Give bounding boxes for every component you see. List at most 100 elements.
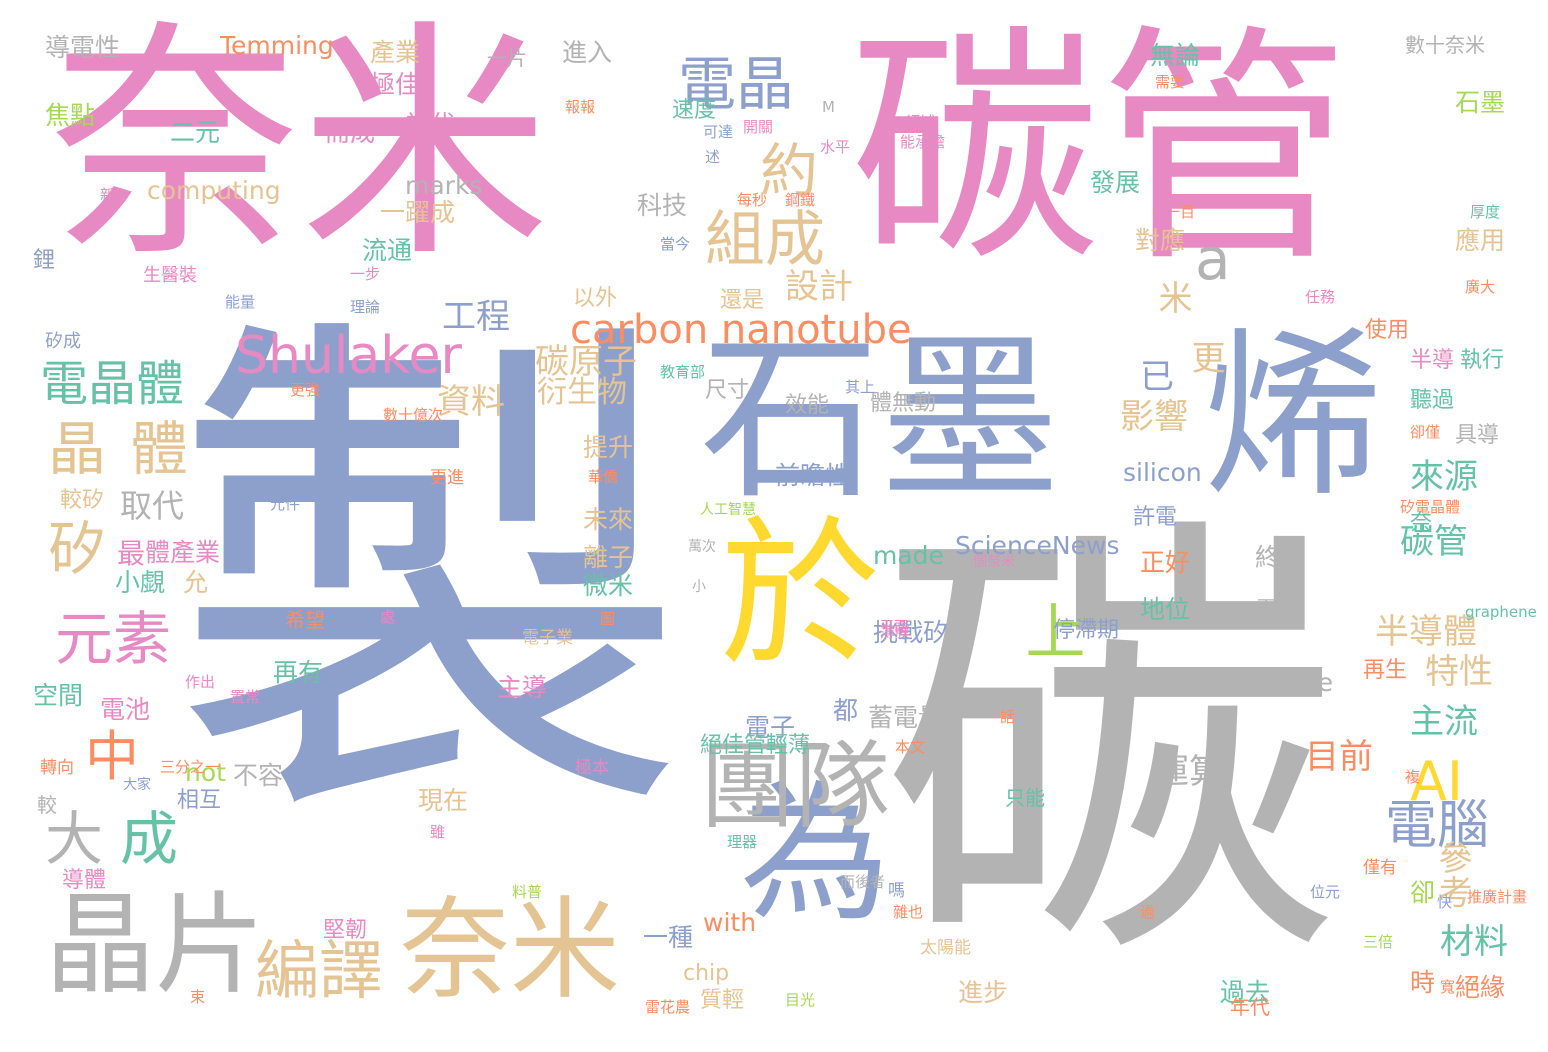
cloud-word: 尺寸 — [705, 378, 750, 403]
cloud-word: milestone — [1210, 668, 1333, 697]
cloud-word: 電腦 — [1385, 796, 1490, 856]
cloud-word: 半導體 — [1375, 612, 1477, 652]
cloud-word: 本文 — [895, 738, 926, 756]
cloud-word: 米 — [1152, 280, 1192, 315]
cloud-word: 過去 — [1220, 978, 1271, 1007]
cloud-word: 烯 — [1171, 320, 1380, 504]
cloud-word: 水平 — [820, 138, 851, 156]
cloud-word: 碳管 — [1400, 522, 1468, 562]
cloud-word: 每秒 — [737, 191, 768, 209]
cloud-word: 鋼鐵 — [785, 191, 816, 209]
cloud-word: 成 — [120, 805, 179, 873]
cloud-word: 奈 — [1410, 511, 1433, 536]
cloud-word: 未來 — [583, 505, 634, 534]
cloud-word: 速度 — [672, 98, 717, 123]
cloud-word: 電晶 — [678, 50, 795, 118]
cloud-word: 地位 — [1140, 595, 1191, 624]
cloud-word: 圖 — [600, 610, 616, 628]
cloud-word: 效能 — [785, 393, 830, 418]
cloud-word: 離子 — [583, 543, 634, 572]
cloud-word: 廣大 — [1465, 278, 1496, 296]
cloud-word: 作出 — [185, 673, 216, 691]
cloud-word: carbon nanotube — [570, 307, 912, 353]
cloud-word: 矽 — [48, 515, 107, 583]
cloud-word: 碳管 — [850, 4, 1350, 295]
cloud-word: 晶片 — [45, 881, 265, 1009]
cloud-word: 更進 — [430, 468, 464, 488]
cloud-word: 材料 — [1440, 922, 1508, 962]
cloud-word: 發展 — [1090, 168, 1141, 197]
cloud-word: 數十奈米 — [1405, 33, 1485, 57]
cloud-word: 於 — [720, 501, 881, 688]
cloud-word: 組成 — [705, 205, 825, 275]
cloud-word: 設計 — [785, 267, 853, 307]
cloud-word: 主流 — [1410, 702, 1478, 742]
cloud-word: 流通 — [362, 236, 413, 265]
cloud-word: 一片 — [487, 46, 527, 70]
cloud-word: 小 — [692, 579, 706, 595]
cloud-word: 絕緣 — [1455, 973, 1506, 1002]
cloud-word: 中 — [85, 725, 139, 788]
cloud-word: 卻 — [1410, 878, 1436, 907]
cloud-word: 任務 — [1305, 288, 1336, 306]
cloud-word: 再生 — [1363, 658, 1408, 683]
cloud-word: 電性 — [1255, 598, 1300, 623]
cloud-word: 推廣計畫 — [1467, 888, 1528, 906]
cloud-word: 奈米 — [50, 0, 550, 290]
cloud-word: 產業 — [370, 38, 421, 67]
cloud-word: 影響 — [1120, 397, 1188, 437]
cloud-word: 一躍成 — [380, 198, 456, 227]
cloud-word: 目光 — [785, 991, 816, 1009]
cloud-word: 能量 — [225, 293, 256, 311]
cloud-word: 位元 — [1310, 883, 1341, 901]
cloud-word: 寬 — [1440, 978, 1456, 996]
cloud-word: 話 — [1000, 708, 1016, 726]
cloud-word: 大 — [45, 805, 104, 873]
cloud-word: 華僑 — [588, 468, 619, 486]
cloud-word: 年代 — [1230, 995, 1270, 1019]
cloud-word: 小覷 — [115, 568, 166, 597]
cloud-word: 半導 — [1410, 348, 1455, 373]
cloud-word: 體無動 — [870, 391, 937, 416]
cloud-word: 而後者 — [840, 873, 886, 891]
cloud-word: 二元 — [170, 118, 221, 147]
cloud-word: 開關 — [743, 118, 774, 136]
cloud-word: 大家 — [123, 777, 151, 793]
cloud-word: ScienceNews — [955, 531, 1120, 560]
cloud-word: 轉向 — [40, 758, 74, 778]
cloud-word: 體 — [130, 415, 189, 483]
cloud-word: 束 — [190, 988, 206, 1006]
cloud-word: 電子業 — [522, 628, 573, 648]
cloud-word: 僅有 — [1363, 858, 1397, 878]
cloud-word: 三倍 — [1363, 933, 1394, 951]
cloud-word: 更 — [1185, 340, 1225, 375]
cloud-word: graphene — [1465, 603, 1537, 621]
cloud-word: 薄膜 — [880, 623, 911, 641]
cloud-word: computing — [147, 176, 281, 205]
cloud-word: 能承擔 — [900, 133, 946, 151]
cloud-word: 快 — [1437, 893, 1453, 911]
cloud-word: 微米 — [583, 571, 634, 600]
cloud-word: 希望 — [285, 608, 325, 632]
cloud-word: 進入 — [562, 38, 613, 67]
cloud-word: 領域 — [905, 113, 936, 131]
cloud-word: 三分之一 — [160, 758, 221, 776]
cloud-word: Shulaker — [235, 326, 462, 386]
cloud-word: 雷花農 — [645, 998, 691, 1016]
cloud-word: 元件 — [270, 495, 301, 513]
cloud-word: 一步 — [350, 265, 381, 283]
cloud-word: 更強 — [290, 381, 321, 399]
cloud-word: 應用 — [1455, 226, 1506, 255]
cloud-word: 其上 — [845, 378, 876, 396]
cloud-word: 停滯期 — [1053, 618, 1120, 643]
cloud-word: 極佳 — [370, 70, 421, 99]
cloud-word: 導體 — [62, 868, 107, 893]
cloud-word: a — [1195, 225, 1231, 293]
cloud-word: 一片片 — [1135, 674, 1177, 690]
cloud-word: 數十億次 — [383, 406, 444, 424]
cloud-word: 當代 — [405, 110, 456, 139]
cloud-word: 相互 — [177, 788, 222, 813]
cloud-word: Temming — [220, 31, 334, 60]
cloud-word: 時 — [1410, 968, 1436, 997]
